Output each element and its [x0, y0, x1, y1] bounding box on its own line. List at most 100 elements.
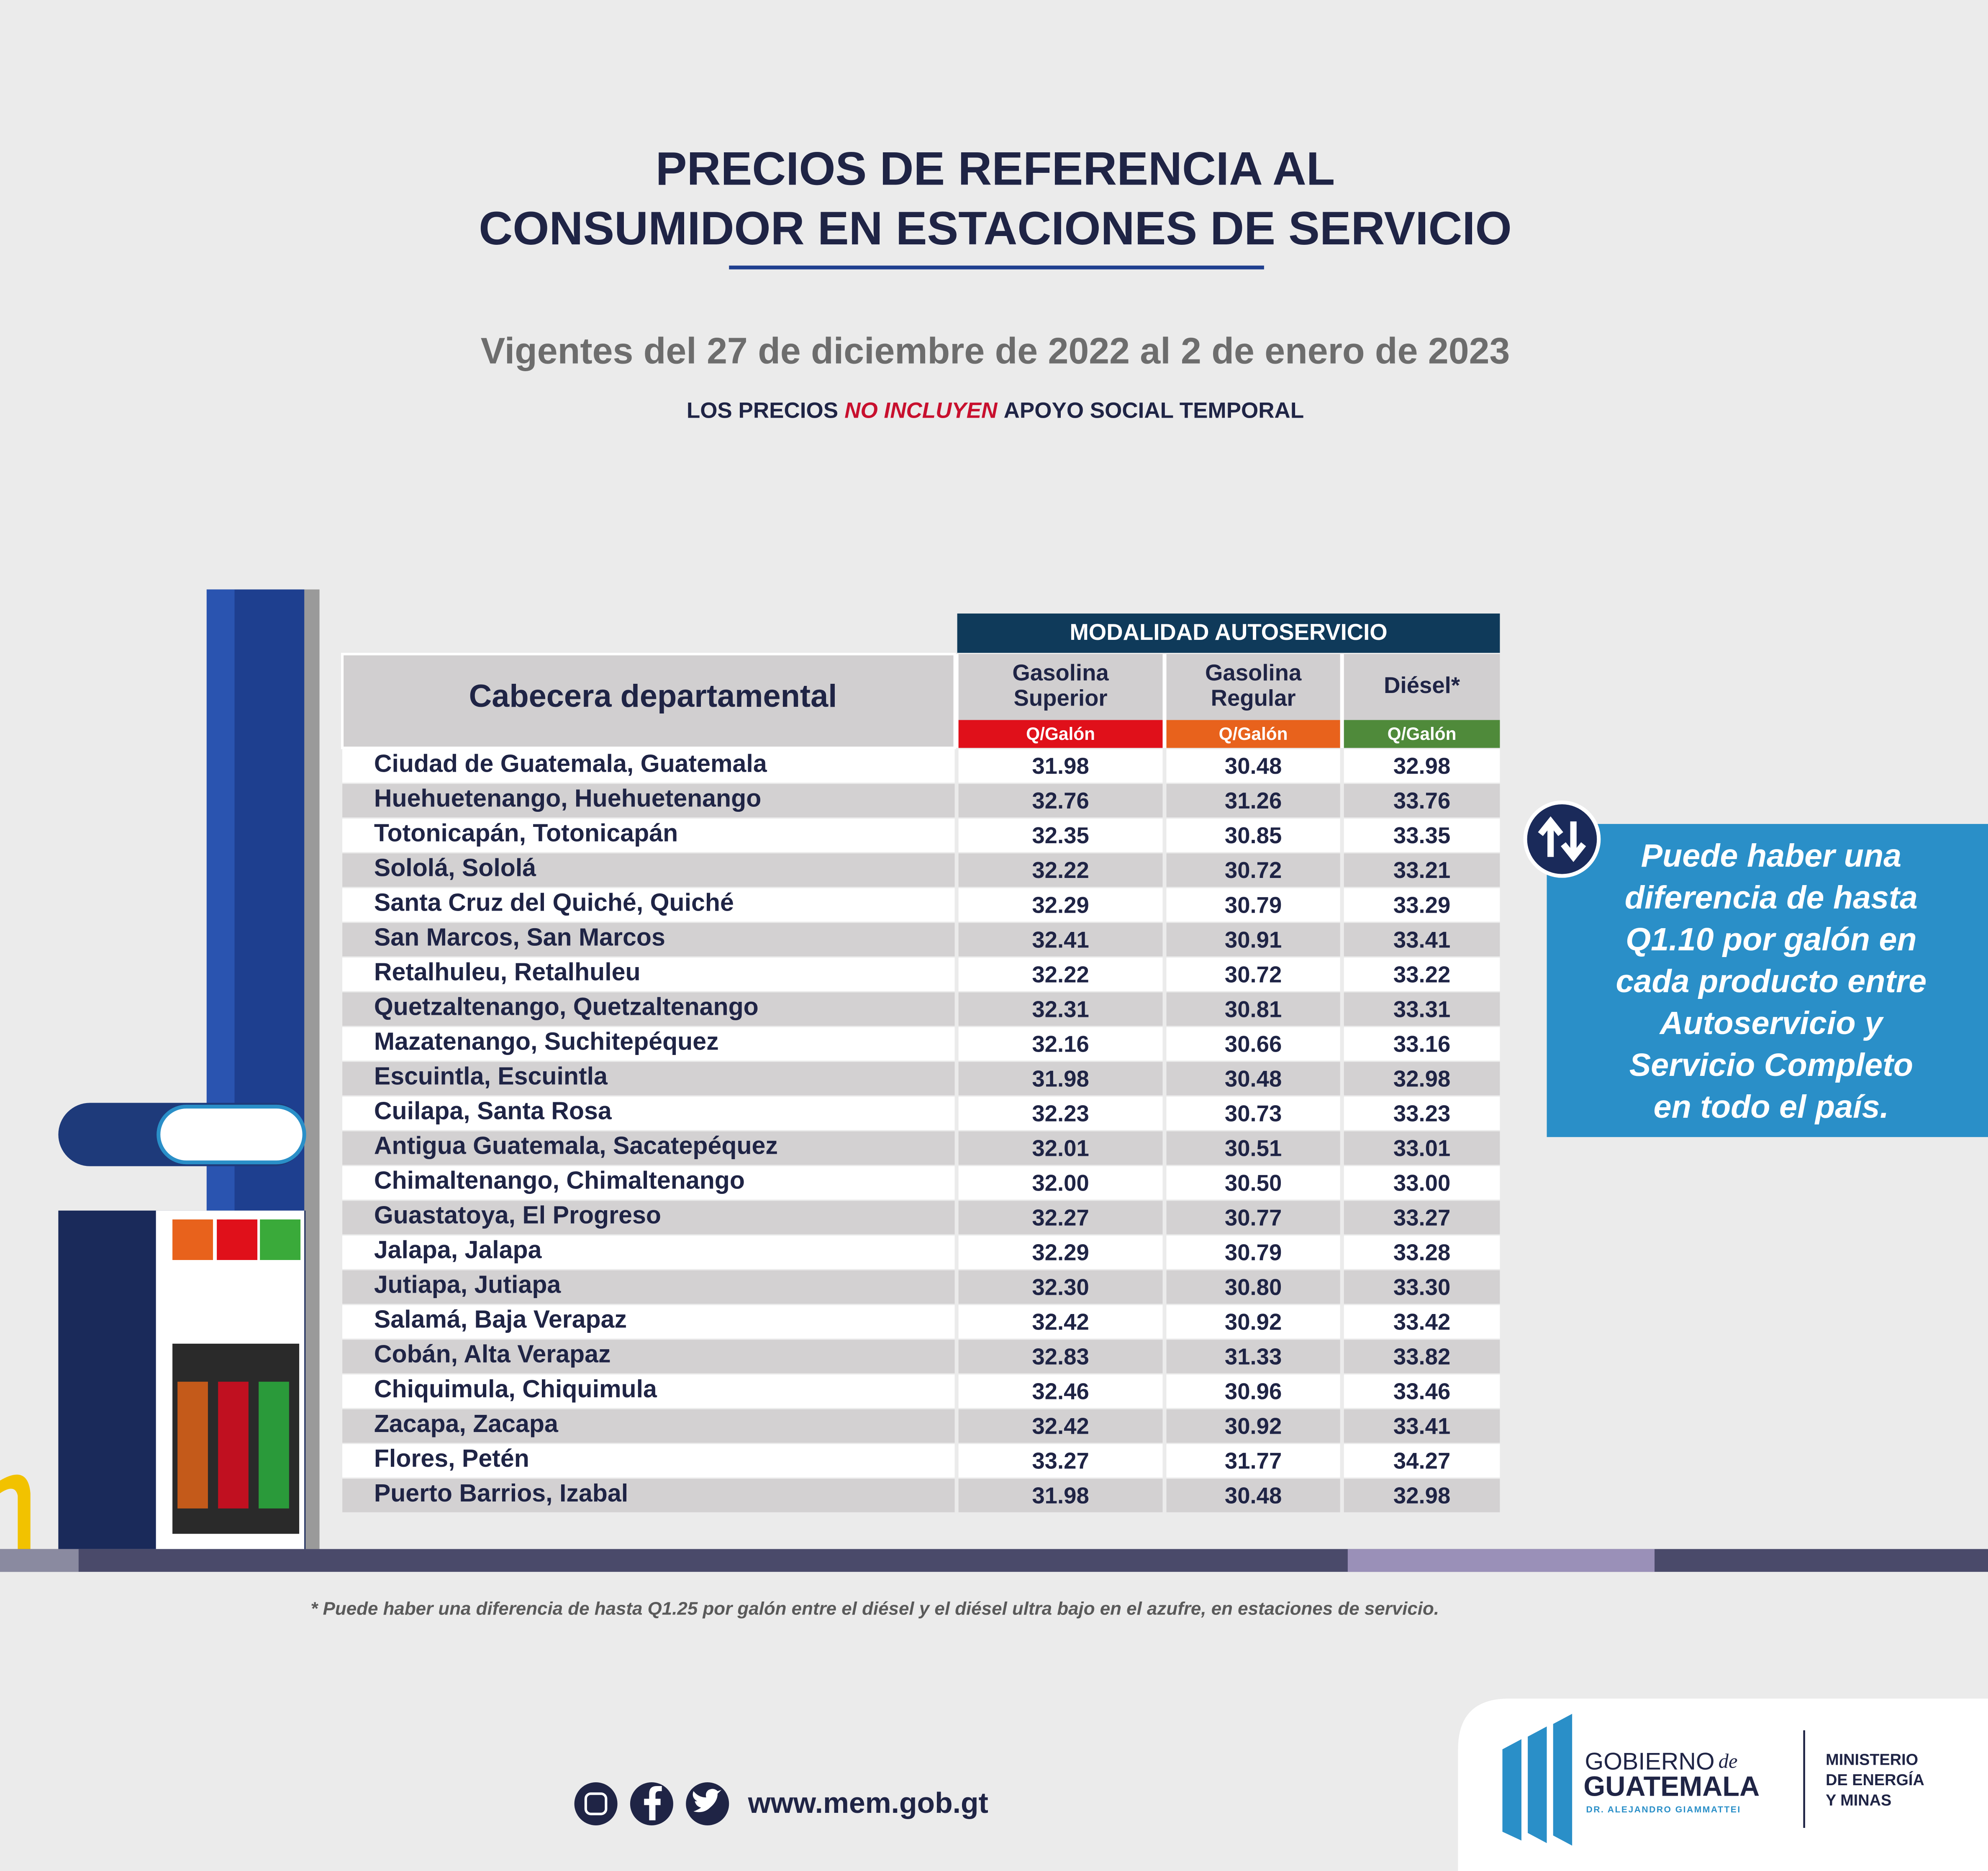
price: 30.91	[1225, 927, 1282, 952]
pump-light	[217, 1219, 258, 1260]
cell-bg	[1166, 1340, 1340, 1373]
cell-bg	[958, 819, 1163, 852]
price: 30.85	[1225, 823, 1282, 848]
cell-bg	[1166, 1096, 1340, 1130]
price: 32.29	[1032, 1240, 1089, 1265]
title: CONSUMIDOR EN ESTACIONES DE SERVICIO	[479, 202, 1511, 254]
social-icons	[574, 1782, 729, 1825]
price: 32.31	[1032, 996, 1089, 1022]
price: 33.27	[1032, 1448, 1089, 1474]
unit-bg	[1344, 720, 1500, 748]
price: 30.51	[1225, 1135, 1282, 1161]
price: 32.42	[1032, 1309, 1089, 1335]
row-bg	[342, 1027, 955, 1061]
twitter-glyph	[693, 1789, 722, 1812]
row-bg	[342, 1201, 955, 1235]
pump-nozzle	[259, 1381, 289, 1509]
logo-gobierno: GOBIERNO	[1585, 1748, 1714, 1775]
logo-line1: GOBIERNO de	[1585, 1748, 1737, 1775]
side-note-line: Autoservicio y	[1659, 1005, 1884, 1041]
price: 32.27	[1032, 1205, 1089, 1231]
row-bg	[342, 1270, 955, 1304]
cell-bg	[1166, 819, 1340, 852]
price: 33.30	[1393, 1275, 1450, 1300]
pump-light	[172, 1219, 213, 1260]
row-bg	[342, 784, 955, 818]
cell-bg	[958, 1340, 1163, 1373]
price: 33.21	[1393, 857, 1450, 883]
column-header: Superior	[1013, 685, 1107, 711]
cell-bg	[1166, 1478, 1340, 1512]
notice-before: LOS PRECIOS	[687, 398, 838, 423]
website[interactable]: www.mem.gob.gt	[748, 1786, 988, 1819]
cell-bg	[1344, 784, 1500, 818]
price: 32.00	[1032, 1170, 1089, 1196]
row-bg	[342, 1305, 955, 1339]
price: 32.41	[1032, 927, 1089, 952]
price: 33.42	[1393, 1309, 1450, 1335]
cell-bg	[1344, 1062, 1500, 1096]
price: 33.41	[1393, 927, 1450, 952]
price: 30.92	[1225, 1414, 1282, 1439]
price: 33.23	[1393, 1101, 1450, 1126]
row-name: Mazatenango, Suchitepéquez	[374, 1028, 719, 1055]
price: 30.92	[1225, 1309, 1282, 1335]
price: 32.01	[1032, 1135, 1089, 1161]
row-bg	[342, 923, 955, 957]
row-bg	[342, 1444, 955, 1478]
logo-line2: GUATEMALA	[1583, 1771, 1760, 1802]
price: 31.98	[1032, 753, 1089, 779]
cell-bg	[958, 1027, 1163, 1061]
price: 33.82	[1393, 1344, 1450, 1370]
row-name: San Marcos, San Marcos	[374, 923, 665, 951]
cell-bg	[1166, 1444, 1340, 1478]
row-bg	[342, 749, 955, 783]
title: PRECIOS DE REFERENCIA AL	[656, 143, 1335, 195]
pump-illustration	[0, 589, 320, 1549]
price: 33.35	[1393, 823, 1450, 848]
row-name: Zacapa, Zacapa	[374, 1410, 559, 1437]
instagram-glyph	[584, 1792, 608, 1815]
price: 30.79	[1225, 1240, 1282, 1265]
price: 30.80	[1225, 1275, 1282, 1300]
row-bg	[342, 1340, 955, 1373]
arrows-icon	[1523, 800, 1601, 878]
name-header: Cabecera departamental	[469, 678, 837, 714]
cell-bg	[1344, 1027, 1500, 1061]
ground-segment	[0, 1549, 79, 1572]
group-header: MODALIDAD AUTOSERVICIO	[1070, 619, 1387, 645]
side-note-line: Q1.10 por galón en	[1626, 921, 1917, 957]
price: 33.00	[1393, 1170, 1450, 1196]
row-name: Chiquimula, Chiquimula	[374, 1375, 657, 1403]
row-bg	[342, 1409, 955, 1443]
cell-bg	[1344, 1374, 1500, 1408]
cell-bg	[1344, 1131, 1500, 1165]
row-name: Flores, Petén	[374, 1445, 529, 1472]
price: 32.16	[1032, 1031, 1089, 1057]
cell-bg	[1166, 1374, 1340, 1408]
cell-bg	[958, 1201, 1163, 1235]
cell-bg	[1344, 1444, 1500, 1478]
notice: LOS PRECIOS NO INCLUYEN APOYO SOCIAL TEMPO…	[687, 398, 1304, 423]
cell-bg	[1166, 749, 1340, 783]
price: 31.33	[1225, 1344, 1282, 1370]
unit-label: Q/Galón	[1026, 724, 1095, 744]
cell-bg	[1166, 1305, 1340, 1339]
pump-arm-window	[156, 1104, 306, 1165]
row-bg	[342, 1166, 955, 1200]
price: 32.98	[1393, 1483, 1450, 1509]
instagram-icon[interactable]	[574, 1782, 618, 1825]
cell-bg	[1344, 1096, 1500, 1130]
price: 32.98	[1393, 1066, 1450, 1091]
row-name: Cuilapa, Santa Rosa	[374, 1097, 612, 1125]
logo-mark	[1502, 1714, 1572, 1846]
cell-bg	[1166, 1027, 1340, 1061]
price: 30.81	[1225, 996, 1282, 1022]
price: 33.16	[1393, 1031, 1450, 1057]
column-header: Regular	[1211, 685, 1296, 711]
pump-light	[260, 1219, 301, 1260]
price: 31.98	[1032, 1483, 1089, 1509]
row-name: Jalapa, Jalapa	[374, 1236, 542, 1264]
